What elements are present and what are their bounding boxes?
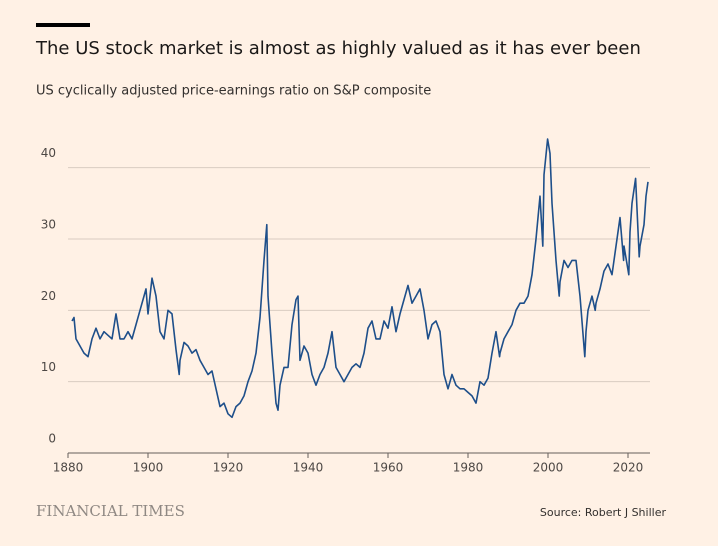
x-tick-label: 1880 <box>53 461 84 475</box>
header-bar <box>36 23 90 27</box>
y-tick-label: 10 <box>41 360 56 374</box>
x-tick-label: 1940 <box>293 461 324 475</box>
y-tick-label: 0 <box>48 432 56 446</box>
x-tick-label: 2020 <box>613 461 644 475</box>
x-tick-label: 1900 <box>133 461 164 475</box>
chart-subtitle: US cyclically adjusted price-earnings ra… <box>36 84 431 99</box>
x-tick-label: 1960 <box>373 461 404 475</box>
data-line <box>71 138 649 419</box>
x-tick-label: 1920 <box>213 461 244 475</box>
x-tick-label: 2000 <box>533 461 564 475</box>
chart-title: The US stock market is almost as highly … <box>35 38 641 59</box>
x-tick-label: 1980 <box>453 461 484 475</box>
y-tick-label: 30 <box>41 218 56 232</box>
y-tick-label: 20 <box>41 289 56 303</box>
y-tick-label: 40 <box>41 146 56 160</box>
source: Source: Robert J Shiller <box>540 506 667 519</box>
brand: FINANCIAL TIMES <box>36 502 185 520</box>
